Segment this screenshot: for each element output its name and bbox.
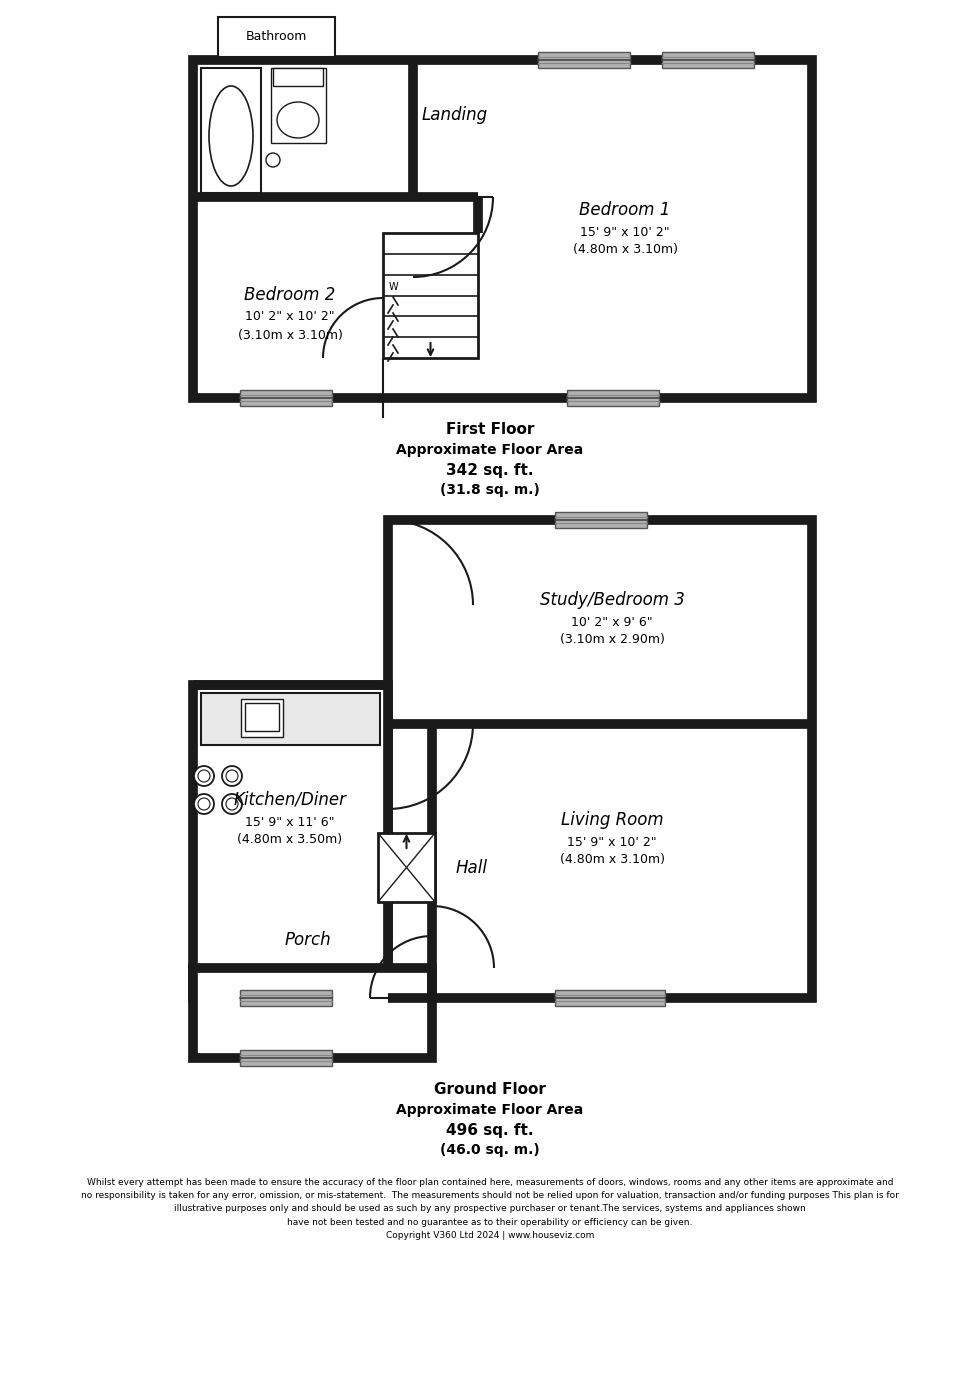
- Bar: [538, 53, 630, 68]
- Bar: [662, 53, 754, 68]
- Bar: [240, 1051, 332, 1066]
- Bar: [555, 511, 647, 528]
- Bar: [273, 68, 323, 86]
- Circle shape: [222, 766, 242, 786]
- Text: W: W: [388, 281, 398, 292]
- Bar: [378, 833, 435, 902]
- Text: Study/Bedroom 3: Study/Bedroom 3: [540, 590, 684, 608]
- Text: (3.10m x 2.90m): (3.10m x 2.90m): [560, 633, 664, 646]
- Bar: [271, 68, 326, 143]
- Text: Approximate Floor Area: Approximate Floor Area: [396, 1103, 584, 1117]
- Bar: [538, 53, 630, 68]
- Text: (31.8 sq. m.): (31.8 sq. m.): [440, 482, 540, 498]
- Text: Whilst every attempt has been made to ensure the accuracy of the floor plan cont: Whilst every attempt has been made to en…: [81, 1178, 899, 1240]
- Text: Landing: Landing: [422, 105, 488, 123]
- Text: 15' 9" x 10' 2": 15' 9" x 10' 2": [567, 836, 657, 848]
- Text: Porch: Porch: [284, 931, 331, 949]
- Bar: [240, 1051, 332, 1066]
- Text: 15' 9" x 11' 6": 15' 9" x 11' 6": [245, 815, 335, 829]
- Bar: [193, 967, 432, 1058]
- Bar: [555, 990, 665, 1006]
- Bar: [388, 520, 812, 998]
- Bar: [241, 699, 283, 737]
- Circle shape: [266, 152, 280, 166]
- Bar: [567, 389, 659, 406]
- Bar: [662, 53, 754, 68]
- Text: (4.80m x 3.10m): (4.80m x 3.10m): [560, 854, 664, 866]
- Text: Bedroom 1: Bedroom 1: [579, 201, 670, 219]
- Circle shape: [226, 771, 238, 782]
- Text: Living Room: Living Room: [561, 811, 663, 829]
- Bar: [240, 990, 332, 1006]
- Ellipse shape: [277, 103, 319, 139]
- Ellipse shape: [209, 86, 253, 186]
- Circle shape: [198, 771, 210, 782]
- Text: (3.10m x 3.10m): (3.10m x 3.10m): [237, 328, 342, 341]
- Text: 15' 9" x 10' 2": 15' 9" x 10' 2": [580, 226, 669, 238]
- Text: Bedroom 2: Bedroom 2: [244, 286, 336, 304]
- Bar: [567, 389, 659, 406]
- Text: Approximate Floor Area: Approximate Floor Area: [396, 444, 584, 457]
- Bar: [240, 990, 332, 1006]
- Text: Kitchen/Diner: Kitchen/Diner: [233, 791, 347, 809]
- Bar: [193, 685, 388, 998]
- Circle shape: [194, 766, 214, 786]
- Text: (4.80m x 3.10m): (4.80m x 3.10m): [572, 244, 677, 256]
- Circle shape: [198, 798, 210, 809]
- Text: 496 sq. ft.: 496 sq. ft.: [446, 1123, 534, 1138]
- Bar: [245, 703, 279, 730]
- Text: First Floor: First Floor: [446, 423, 534, 438]
- Bar: [555, 511, 647, 528]
- Bar: [240, 389, 332, 406]
- Circle shape: [222, 794, 242, 814]
- Bar: [201, 68, 261, 193]
- Text: (4.80m x 3.50m): (4.80m x 3.50m): [237, 833, 343, 847]
- Bar: [240, 389, 332, 406]
- Text: 10' 2" x 10' 2": 10' 2" x 10' 2": [245, 310, 335, 323]
- Bar: [555, 990, 665, 1006]
- Text: Ground Floor: Ground Floor: [434, 1082, 546, 1098]
- Circle shape: [226, 798, 238, 809]
- Bar: [218, 17, 335, 57]
- Bar: [193, 60, 812, 398]
- Bar: [201, 693, 380, 746]
- Text: 10' 2" x 9' 6": 10' 2" x 9' 6": [571, 615, 653, 628]
- Text: (46.0 sq. m.): (46.0 sq. m.): [440, 1143, 540, 1157]
- Circle shape: [194, 794, 214, 814]
- Text: Hall: Hall: [456, 859, 488, 877]
- Bar: [383, 233, 478, 358]
- Text: Bathroom: Bathroom: [246, 30, 307, 43]
- Text: 342 sq. ft.: 342 sq. ft.: [446, 463, 534, 478]
